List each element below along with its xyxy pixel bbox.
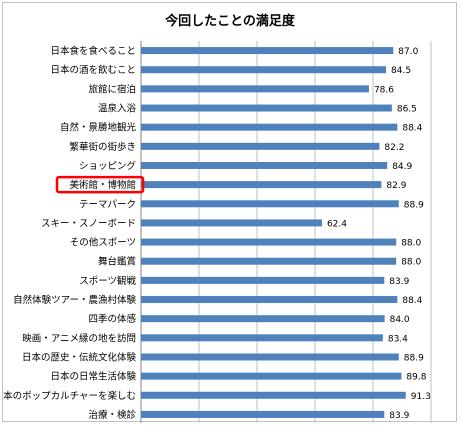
value-label: 88.9 xyxy=(404,353,424,363)
value-label: 84.0 xyxy=(390,315,410,325)
value-label: 78.6 xyxy=(374,85,394,95)
category-label: 日本の酒を飲むこと xyxy=(50,64,136,76)
category-label: 自然体験ツアー・農漁村体験 xyxy=(13,294,136,306)
bar xyxy=(141,181,382,189)
category-label: 温泉入浴 xyxy=(98,103,137,115)
value-label: 84.9 xyxy=(392,162,412,172)
category-label: その他スポーツ xyxy=(70,237,136,249)
bar xyxy=(141,219,322,227)
category-label: 舞台鑑賞 xyxy=(98,256,136,268)
bar xyxy=(141,257,397,265)
value-label: 88.4 xyxy=(402,124,422,134)
value-label: 83.9 xyxy=(389,277,409,287)
bar xyxy=(141,85,369,93)
category-label: 旅館に宿泊 xyxy=(88,83,136,95)
category-label: スポーツ観戦 xyxy=(79,275,136,287)
value-label: 88.0 xyxy=(401,258,421,268)
chart-title: 今回したことの満足度 xyxy=(164,13,296,29)
value-label: 87.0 xyxy=(398,47,418,57)
category-label: 自然・景勝地観光 xyxy=(60,122,137,134)
category-label: 日本の日常生活体験 xyxy=(50,371,136,383)
value-label: 83.9 xyxy=(389,411,409,421)
value-label: 91.3 xyxy=(411,392,431,402)
bar xyxy=(141,142,380,150)
value-label: 89.8 xyxy=(406,373,426,383)
value-label: 82.9 xyxy=(386,181,406,191)
bar xyxy=(141,104,392,112)
bar xyxy=(141,391,406,399)
bar xyxy=(141,238,397,246)
category-label: 日本食を食べること xyxy=(50,45,136,57)
bar xyxy=(141,296,398,304)
value-label: 84.5 xyxy=(391,66,411,76)
grid-lines xyxy=(140,41,432,423)
bar xyxy=(141,66,387,74)
value-labels: 87.0 84.5 78.686.5 88.4 82.2 84.9 82.9 88.9 62.4… xyxy=(327,47,431,421)
category-label: ショッピング xyxy=(79,160,137,172)
value-label: 88.0 xyxy=(401,239,421,249)
bar xyxy=(141,372,402,380)
value-label: 83.4 xyxy=(388,334,408,344)
category-label: 日本のポップカルチャーを楽しむ xyxy=(3,390,136,402)
bar xyxy=(141,47,394,55)
category-label: 四季の体感 xyxy=(88,313,136,325)
bar xyxy=(141,200,399,208)
bar xyxy=(141,334,383,342)
value-label: 86.5 xyxy=(397,105,417,115)
value-label: 62.4 xyxy=(327,219,347,229)
value-label: 82.2 xyxy=(384,143,404,153)
bar xyxy=(141,315,385,323)
category-label: 映画・アニメ縁の地を訪問 xyxy=(22,332,136,344)
category-label: 繁華街の街歩き xyxy=(69,141,136,153)
bar xyxy=(141,276,385,284)
chart-frame: 今回したことの満足度 日本食を食べること 日本の酒を飲むこと旅館に宿泊温泉入浴自然… xyxy=(2,2,457,423)
bar-chart: 今回したことの満足度 日本食を食べること日本の酒を飲むこと旅館に宿泊温泉入浴自然… xyxy=(3,13,432,423)
bars xyxy=(141,47,406,418)
bar xyxy=(141,161,388,169)
category-labels: 日本食を食べること日本の酒を飲むこと旅館に宿泊温泉入浴自然・景勝地観光繁華街の街… xyxy=(3,45,136,421)
value-label: 88.9 xyxy=(404,200,424,210)
bar xyxy=(141,123,398,131)
category-label: スキー・スノーボード xyxy=(41,218,136,229)
bar xyxy=(141,410,385,418)
highlight-box xyxy=(55,175,145,194)
category-label: 日本の歴史・伝統文化体験 xyxy=(22,351,137,363)
value-label: 88.4 xyxy=(402,296,422,306)
bar xyxy=(141,353,399,361)
category-label: 治療・検診 xyxy=(88,409,136,421)
category-label: 美術館・博物館 xyxy=(69,179,136,191)
category-label: テーマパーク xyxy=(79,199,136,210)
